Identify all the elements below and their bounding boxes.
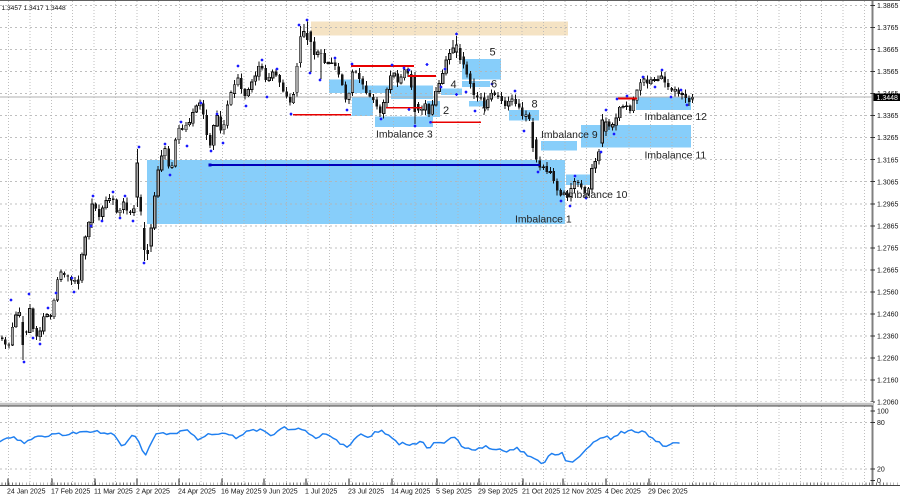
svg-text:8: 8 [532, 99, 538, 111]
svg-text:24 Jan 2025: 24 Jan 2025 [7, 489, 46, 496]
svg-text:1.2260: 1.2260 [877, 356, 899, 363]
svg-text:1.3448: 1.3448 [877, 95, 899, 102]
svg-text:1.2560: 1.2560 [877, 290, 899, 297]
svg-text:Imbalance 12: Imbalance 12 [645, 112, 708, 123]
svg-text:1.3265: 1.3265 [877, 135, 899, 142]
svg-text:7: 7 [482, 106, 488, 118]
svg-text:29 Dec 2025: 29 Dec 2025 [648, 489, 688, 496]
svg-text:16 May 2025: 16 May 2025 [221, 489, 262, 496]
svg-text:23 Jul 2025: 23 Jul 2025 [348, 489, 384, 496]
svg-text:21 Oct 2025: 21 Oct 2025 [522, 489, 560, 496]
svg-text:1 Jul 2025: 1 Jul 2025 [305, 489, 337, 496]
svg-text:1.2160: 1.2160 [877, 378, 899, 385]
svg-text:1.2460: 1.2460 [877, 312, 899, 319]
svg-text:20: 20 [877, 467, 885, 474]
svg-text:4 Dec 2025: 4 Dec 2025 [605, 489, 641, 496]
svg-text:1.3165: 1.3165 [877, 157, 899, 164]
svg-text:1.3065: 1.3065 [877, 179, 899, 186]
svg-text:Imbalance 1: Imbalance 1 [515, 215, 572, 226]
svg-text:5 Sep 2025: 5 Sep 2025 [436, 489, 472, 496]
svg-text:1.2665: 1.2665 [877, 268, 899, 275]
svg-text:6: 6 [491, 79, 497, 91]
svg-text:Imbalance 9: Imbalance 9 [541, 130, 598, 141]
svg-text:5: 5 [490, 47, 496, 59]
svg-text:2 Apr 2025: 2 Apr 2025 [136, 489, 170, 496]
svg-text:1.3457 1.3417 1.3448: 1.3457 1.3417 1.3448 [2, 5, 66, 12]
svg-text:1.2865: 1.2865 [877, 223, 899, 230]
svg-text:4: 4 [451, 79, 457, 91]
svg-text:1.3865: 1.3865 [877, 3, 899, 10]
svg-text:1.3765: 1.3765 [877, 25, 899, 32]
svg-text:1.3365: 1.3365 [877, 113, 899, 120]
svg-text:1.2765: 1.2765 [877, 245, 899, 252]
svg-text:Imbalance 3: Imbalance 3 [376, 130, 433, 141]
svg-text:1.2060: 1.2060 [877, 400, 899, 407]
svg-text:0: 0 [877, 478, 881, 485]
svg-text:Imbalance 11: Imbalance 11 [645, 151, 707, 162]
svg-text:Imbalance 10: Imbalance 10 [565, 190, 628, 201]
svg-text:9 Jun 2025: 9 Jun 2025 [263, 489, 298, 496]
svg-text:17 Feb 2025: 17 Feb 2025 [51, 489, 90, 496]
svg-text:80: 80 [877, 420, 885, 427]
svg-text:1.2360: 1.2360 [877, 334, 899, 341]
svg-text:1.3565: 1.3565 [877, 69, 899, 76]
svg-text:11 Mar 2025: 11 Mar 2025 [94, 489, 133, 496]
svg-text:1.2965: 1.2965 [877, 201, 899, 208]
svg-text:100: 100 [877, 409, 889, 416]
svg-text:2: 2 [443, 105, 449, 117]
svg-text:1.3665: 1.3665 [877, 47, 899, 54]
svg-text:12 Nov 2025: 12 Nov 2025 [562, 489, 602, 496]
svg-text:29 Sep 2025: 29 Sep 2025 [478, 489, 518, 496]
svg-text:24 Apr 2025: 24 Apr 2025 [178, 489, 216, 496]
svg-text:14 Aug 2025: 14 Aug 2025 [391, 489, 430, 496]
